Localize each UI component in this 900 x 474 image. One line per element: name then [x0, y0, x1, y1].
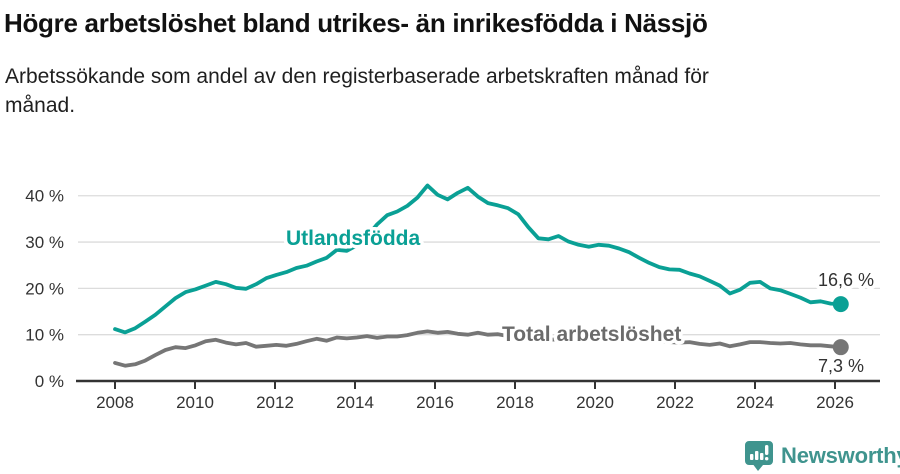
- x-tick-label: 2010: [176, 393, 214, 412]
- x-tick-label: 2012: [256, 393, 294, 412]
- page-title: Högre arbetslöshet bland utrikes- än inr…: [4, 8, 708, 38]
- subtitle-line-2: månad.: [5, 94, 76, 117]
- series-label-utlandsfodda: Utlandsfödda: [286, 227, 420, 250]
- end-value-label-total: 7,3 %: [818, 356, 864, 376]
- series-line-utlandsfodda: [113, 183, 843, 335]
- newsworthy-logo: Newsworthy: [744, 440, 900, 472]
- y-axis-label: 40 %: [25, 187, 64, 206]
- x-tick-label: 2008: [96, 393, 134, 412]
- series-end-dot: [832, 296, 849, 313]
- x-tick-label: 2022: [656, 393, 694, 412]
- chart-svg: 0 % 10 % 20 % 30 % 40 % 2008 2010 2012 2014 2016 2…: [25, 183, 880, 412]
- brand-name: Newsworthy: [781, 443, 900, 468]
- bar-chart-bubble-icon: [745, 441, 773, 471]
- chart-subtitle: Arbetssökande som andel av den registerb…: [5, 62, 855, 120]
- subtitle-line-1: Arbetssökande som andel av den registerb…: [5, 65, 709, 88]
- x-tick-label: 2014: [336, 393, 374, 412]
- x-tick-label: 2018: [496, 393, 534, 412]
- series-label-total: Total arbetslöshet: [502, 323, 681, 346]
- end-value-label-utlandsfodda: 16,6 %: [818, 270, 874, 290]
- series-line-total: [113, 329, 843, 368]
- y-axis-label: 0 %: [35, 372, 64, 391]
- y-axis-label: 10 %: [25, 326, 64, 345]
- x-tick-label: 2020: [576, 393, 614, 412]
- y-axis-label: 30 %: [25, 233, 64, 252]
- x-tick-label: 2024: [736, 393, 774, 412]
- x-tick-label: 2026: [816, 393, 854, 412]
- series-end-dot: [832, 339, 849, 356]
- y-axis-label: 20 %: [25, 279, 64, 298]
- line-chart: 0 % 10 % 20 % 30 % 40 % 2008 2010 2012 2014 2016 2…: [0, 155, 900, 420]
- x-tick-label: 2016: [416, 393, 454, 412]
